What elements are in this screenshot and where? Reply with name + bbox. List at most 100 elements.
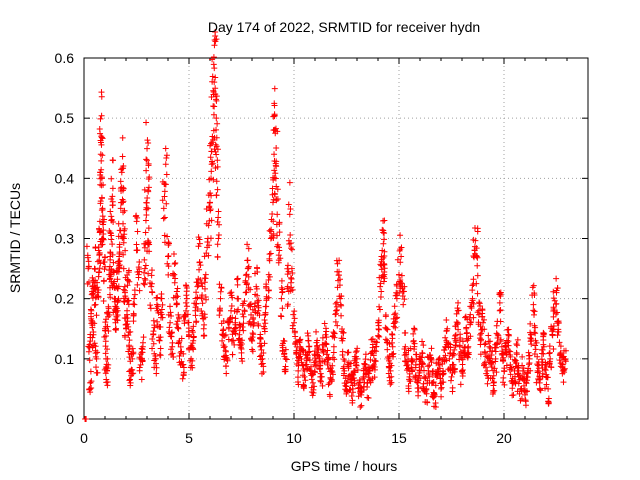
data-point: [504, 339, 511, 346]
data-point: [398, 253, 405, 260]
data-point: [222, 331, 229, 338]
data-point: [215, 231, 222, 238]
data-point: [485, 332, 492, 339]
data-point: [545, 385, 552, 392]
data-point: [401, 345, 408, 352]
data-point: [136, 259, 143, 266]
data-point: [120, 162, 127, 169]
data-point: [285, 201, 292, 208]
data-point: [159, 301, 166, 308]
data-point: [124, 315, 131, 322]
data-point: [141, 281, 148, 288]
data-point: [479, 313, 486, 320]
data-point: [388, 339, 395, 346]
data-point: [381, 217, 388, 224]
data-point: [467, 321, 474, 328]
data-point: [332, 311, 339, 318]
data-point: [353, 353, 360, 360]
data-point: [381, 230, 388, 237]
data-point: [121, 287, 128, 294]
data-point: [501, 381, 508, 388]
data-point: [507, 351, 514, 358]
data-point: [447, 341, 454, 348]
data-point: [499, 357, 506, 364]
data-point: [110, 157, 117, 164]
chart-title: Day 174 of 2022, SRMTID for receiver hyd…: [208, 19, 480, 35]
data-point: [279, 288, 286, 295]
data-point: [519, 353, 526, 360]
data-point: [329, 371, 336, 378]
data-point: [348, 392, 355, 399]
data-point: [250, 314, 257, 321]
data-point: [482, 340, 489, 347]
data-point: [92, 266, 99, 273]
data-point: [151, 364, 158, 371]
data-point: [174, 285, 181, 292]
data-point: [336, 276, 343, 283]
data-point: [419, 338, 426, 345]
data-point: [391, 311, 398, 318]
data-point: [284, 262, 291, 269]
data-point: [116, 264, 123, 271]
data-point: [84, 254, 91, 261]
data-point: [501, 368, 508, 375]
data-point: [134, 247, 141, 254]
data-point: [92, 343, 99, 350]
data-point: [513, 351, 520, 358]
data-point: [550, 306, 557, 313]
data-point: [478, 330, 485, 337]
data-point: [142, 217, 149, 224]
x-tick-label: 15: [391, 430, 407, 446]
data-point: [289, 322, 296, 329]
data-point: [124, 282, 131, 289]
data-point: [530, 307, 537, 314]
data-point: [107, 229, 114, 236]
data-point: [183, 295, 190, 302]
data-point: [286, 211, 293, 218]
data-point: [177, 343, 184, 350]
data-point: [505, 326, 512, 333]
data-point: [396, 289, 403, 296]
data-point: [493, 322, 500, 329]
data-point: [173, 321, 180, 328]
data-point: [146, 174, 153, 181]
data-point: [487, 360, 494, 367]
data-point: [528, 341, 535, 348]
data-point: [113, 309, 120, 316]
data-point: [95, 287, 102, 294]
data-point: [216, 221, 223, 228]
data-point: [91, 265, 98, 272]
data-point: [474, 262, 481, 269]
data-point: [234, 281, 241, 288]
data-point: [395, 271, 402, 278]
data-point: [459, 366, 466, 373]
data-point: [295, 367, 302, 374]
data-point: [210, 54, 217, 61]
data-point: [305, 343, 312, 350]
data-point: [336, 268, 343, 275]
data-point: [218, 285, 225, 292]
data-point: [503, 351, 510, 358]
data-point: [442, 352, 449, 359]
data-point: [319, 334, 326, 341]
data-point: [319, 357, 326, 364]
data-point: [165, 271, 172, 278]
data-point: [322, 341, 329, 348]
data-point: [258, 370, 265, 377]
data-point: [503, 362, 510, 369]
data-point: [324, 357, 331, 364]
data-point: [263, 281, 270, 288]
data-point: [214, 146, 221, 153]
data-point: [397, 259, 404, 266]
data-point: [389, 343, 396, 350]
data-point: [382, 324, 389, 331]
data-point: [418, 363, 425, 370]
data-point: [106, 263, 113, 270]
data-point: [121, 227, 128, 234]
data-point: [161, 214, 168, 221]
data-point: [292, 341, 299, 348]
data-point: [534, 362, 541, 369]
data-point: [261, 317, 268, 324]
data-point: [561, 367, 568, 374]
data-point: [126, 337, 133, 344]
